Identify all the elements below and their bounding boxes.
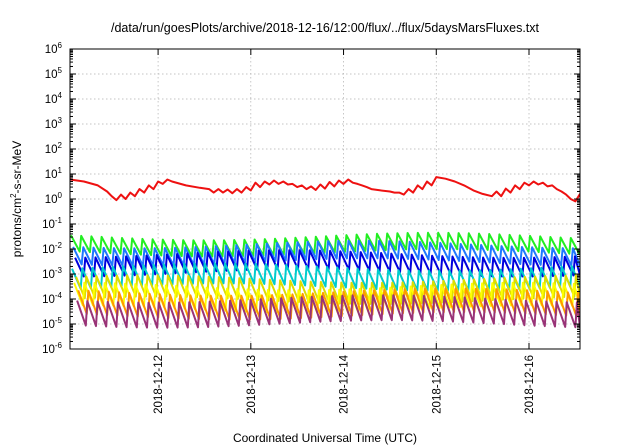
series-group <box>70 176 580 329</box>
x-tick-label: 2018-12-12 <box>153 355 165 414</box>
y-tick-label: 101 <box>45 166 63 181</box>
x-axis-label: Coordinated Universal Time (UTC) <box>233 431 417 445</box>
x-tick-label: 2018-12-13 <box>246 355 258 414</box>
y-tick-label: 102 <box>45 141 63 156</box>
y-tick-label: 10-6 <box>42 341 62 356</box>
y-axis-label: protons/cm2-s-sr-MeV <box>9 141 24 257</box>
y-tick-label: 10-4 <box>42 291 62 306</box>
chart-title: /data/run/goesPlots/archive/2018-12-16/1… <box>111 21 540 35</box>
x-tick-label: 2018-12-14 <box>339 354 351 413</box>
y-tick-label: 106 <box>45 41 63 56</box>
y-tick-label: 100 <box>45 191 63 206</box>
series-line-0 <box>70 176 580 203</box>
y-tick-label: 10-5 <box>42 316 62 331</box>
y-axis: 10-6 10-5 10-4 10-3 10-2 10-1 100 101 102 103 104 1… <box>42 41 580 356</box>
y-tick-label: 105 <box>45 66 63 81</box>
series-line-1 <box>70 231 580 258</box>
x-axis: 2018-12-12 2018-12-13 2018-12-14 2018-12-15… <box>153 49 536 414</box>
x-tick-label: 2018-12-15 <box>431 355 443 414</box>
y-tick-label: 10-1 <box>42 216 62 231</box>
series-line-8 <box>76 294 580 329</box>
y-tick-label: 10-2 <box>42 241 62 256</box>
y-tick-label: 104 <box>45 91 63 106</box>
y-tick-label: 10-3 <box>42 266 62 281</box>
x-tick-label: 2018-12-16 <box>524 355 536 414</box>
y-tick-label: 103 <box>45 116 63 131</box>
series-line-2 <box>72 239 580 267</box>
series-line-3 <box>74 249 580 278</box>
